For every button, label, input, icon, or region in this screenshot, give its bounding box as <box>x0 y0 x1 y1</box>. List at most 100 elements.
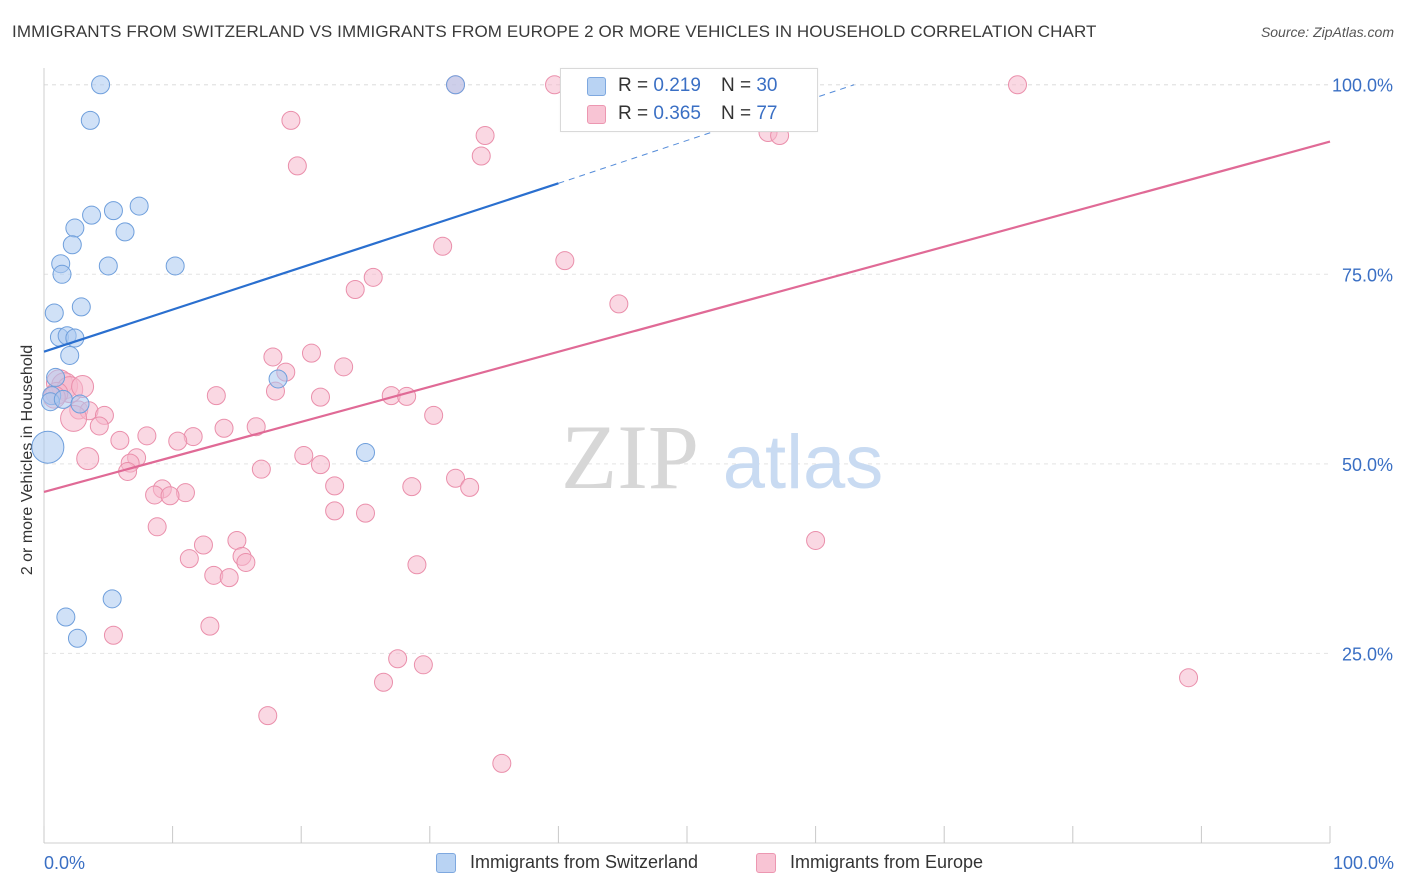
data-point-europe <box>388 649 408 669</box>
legend-n-value: 77 <box>756 103 778 124</box>
data-point-europe <box>334 357 354 377</box>
watermark: ZIP atlas <box>561 406 883 508</box>
chart-title: IMMIGRANTS FROM SWITZERLAND VS IMMIGRANT… <box>12 22 1097 41</box>
data-point-switzerland <box>71 297 91 317</box>
data-point-europe <box>325 501 345 521</box>
data-point-switzerland <box>102 589 122 609</box>
series-switzerland-points <box>31 75 466 648</box>
data-point-europe <box>609 294 629 314</box>
data-point-europe <box>1008 75 1028 95</box>
legend-label-switzerland: Immigrants from Switzerland <box>470 852 699 872</box>
data-point-europe <box>363 267 383 287</box>
data-point-switzerland <box>165 256 185 276</box>
data-point-switzerland <box>52 264 72 284</box>
trend-line-switzerland <box>43 182 559 353</box>
data-point-europe <box>471 146 491 166</box>
data-point-europe <box>356 503 375 523</box>
legend-row-switzerland: R = 0.219 N = 30 <box>561 73 777 99</box>
legend-n-label: N = <box>720 75 752 96</box>
trend-lines <box>43 84 1331 493</box>
y-tick-label: 75.0% <box>1342 265 1393 285</box>
data-point-europe <box>179 549 199 569</box>
data-point-europe <box>310 455 330 475</box>
data-point-europe <box>137 426 157 446</box>
legend-swatch-europe <box>756 852 776 873</box>
source-credit: Source: ZipAtlas.com <box>1260 24 1394 40</box>
data-point-europe <box>219 568 239 588</box>
data-point-europe <box>160 486 180 506</box>
data-point-europe <box>175 483 195 503</box>
data-point-europe <box>433 236 453 256</box>
legend-item-switzerland[interactable]: Immigrants from Switzerland <box>436 852 698 873</box>
data-point-europe <box>71 375 95 399</box>
data-point-europe <box>246 417 266 437</box>
data-point-europe <box>374 672 394 692</box>
data-point-switzerland <box>44 303 64 323</box>
watermark-zip: ZIP <box>561 406 699 508</box>
legend-r-label: R = <box>618 75 649 96</box>
y-tick-label: 100.0% <box>1332 76 1393 96</box>
data-point-europe <box>281 110 301 130</box>
data-point-switzerland <box>103 201 123 221</box>
data-point-switzerland <box>91 75 111 95</box>
data-point-europe <box>460 477 480 497</box>
data-point-europe <box>555 251 575 271</box>
legend-n-label: N = <box>720 103 752 124</box>
data-point-switzerland <box>268 369 288 389</box>
legend-swatch-switzerland <box>436 852 456 873</box>
data-point-switzerland <box>129 196 149 216</box>
correlation-legend: R = 0.219 N = 30 R = 0.365 N = 77 <box>560 68 818 132</box>
data-point-europe <box>806 530 826 550</box>
data-point-europe <box>301 343 321 363</box>
legend-label-europe: Immigrants from Europe <box>790 852 984 872</box>
data-point-switzerland <box>82 205 102 225</box>
data-point-europe <box>89 416 109 436</box>
data-point-switzerland <box>46 367 66 387</box>
legend-swatch-switzerland <box>587 76 606 96</box>
data-point-europe <box>407 555 427 575</box>
data-point-europe <box>287 156 307 176</box>
data-point-europe <box>236 552 256 572</box>
data-point-europe <box>103 625 123 645</box>
series-legend: Immigrants from Switzerland Immigrants f… <box>0 852 1406 878</box>
data-point-switzerland <box>80 110 100 130</box>
data-point-switzerland <box>67 628 87 648</box>
data-point-europe <box>206 386 226 406</box>
data-point-europe <box>200 616 220 636</box>
trend-line-switzerland-extension <box>558 84 855 184</box>
legend-item-europe[interactable]: Immigrants from Europe <box>756 852 983 873</box>
data-point-switzerland <box>446 75 466 95</box>
series-europe-points <box>42 75 1199 773</box>
data-point-europe <box>110 430 130 450</box>
y-tick-label: 50.0% <box>1342 455 1393 475</box>
data-point-switzerland <box>56 607 76 627</box>
data-point-europe <box>345 279 365 299</box>
data-point-europe <box>294 446 314 466</box>
data-point-europe <box>424 405 444 425</box>
data-point-europe <box>310 387 330 407</box>
legend-row-europe: R = 0.365 N = 77 <box>561 101 777 127</box>
data-point-europe <box>214 418 234 438</box>
x-tick-label-min: 0.0% <box>44 853 86 873</box>
data-point-europe <box>76 447 100 471</box>
legend-r-value: 0.219 <box>653 75 701 96</box>
watermark-atlas: atlas <box>723 420 884 505</box>
legend-r-value: 0.365 <box>653 103 701 124</box>
trend-line-europe <box>43 140 1331 493</box>
data-point-switzerland <box>62 235 82 255</box>
data-point-switzerland <box>98 256 118 276</box>
data-point-switzerland <box>60 345 80 365</box>
data-point-switzerland <box>115 222 135 242</box>
data-point-europe <box>492 753 512 773</box>
y-tick-labels: 25.0% 50.0% 75.0% 100.0% <box>1332 76 1393 665</box>
legend-n-value: 30 <box>756 75 778 96</box>
data-point-europe <box>147 517 167 537</box>
data-point-europe <box>258 706 278 726</box>
data-point-europe <box>168 431 188 451</box>
data-point-europe <box>402 477 422 497</box>
data-point-switzerland <box>31 430 65 464</box>
data-point-switzerland <box>53 389 73 409</box>
data-point-switzerland <box>356 443 375 462</box>
x-tick-label-max: 100.0% <box>1332 853 1394 873</box>
